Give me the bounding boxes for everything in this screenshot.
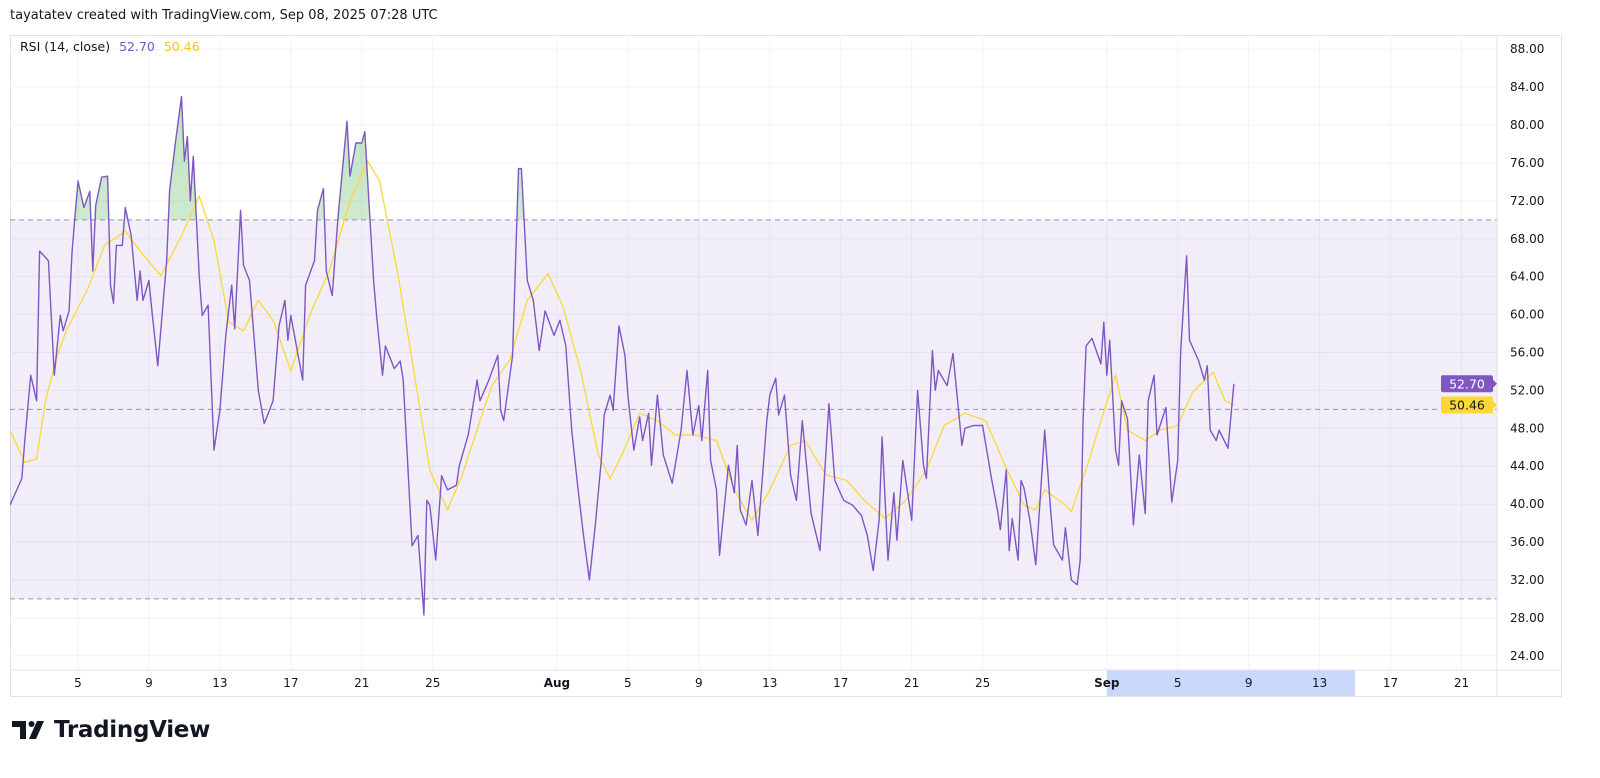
- x-tick-label: Aug: [544, 676, 570, 690]
- ma-legend-value: 50.46: [163, 39, 200, 54]
- y-tick-label: 60.00: [1510, 308, 1544, 322]
- indicator-title[interactable]: RSI (14, close): [20, 39, 111, 54]
- ma-last-value-badge: [1441, 396, 1493, 414]
- x-tick-label: 9: [695, 676, 703, 690]
- y-tick-label: 48.00: [1510, 421, 1544, 435]
- y-tick-label: 84.00: [1510, 80, 1544, 94]
- y-tick-label: 80.00: [1510, 118, 1544, 132]
- y-tick-label: 68.00: [1510, 232, 1544, 246]
- rsi-last-value-label: 52.70: [1449, 376, 1485, 391]
- x-tick-label: 21: [1454, 676, 1469, 690]
- tradingview-logo[interactable]: TradingView: [12, 717, 210, 743]
- x-tick-label: 13: [1312, 676, 1327, 690]
- y-tick-label: 76.00: [1510, 156, 1544, 170]
- x-tick-label: 17: [1383, 676, 1398, 690]
- x-tick-label: 17: [833, 676, 848, 690]
- rsi-line[interactable]: [10, 95, 1235, 616]
- x-tick-label: 17: [283, 676, 298, 690]
- y-tick-label: 56.00: [1510, 346, 1544, 360]
- x-tick-label: Sep: [1094, 676, 1120, 690]
- x-tick-label: 9: [1245, 676, 1253, 690]
- time-axis-range-highlight[interactable]: [1106, 670, 1356, 696]
- attribution-text: tayatatev created with TradingView.com, …: [10, 8, 438, 23]
- x-tick-label: 5: [1174, 676, 1182, 690]
- y-tick-label: 32.00: [1510, 573, 1544, 587]
- x-tick-label: 21: [354, 676, 369, 690]
- x-tick-label: 25: [425, 676, 440, 690]
- rsi-legend-value: 52.70: [119, 39, 155, 54]
- x-tick-label: 13: [762, 676, 777, 690]
- y-tick-label: 64.00: [1510, 270, 1544, 284]
- indicator-legend[interactable]: RSI (14, close) 52.70 50.46: [20, 39, 205, 54]
- x-tick-label: 21: [904, 676, 919, 690]
- y-tick-label: 44.00: [1510, 459, 1544, 473]
- x-tick-label: 25: [975, 676, 990, 690]
- y-tick-label: 40.00: [1510, 497, 1544, 511]
- y-tick-label: 24.00: [1510, 649, 1544, 663]
- chart-frame: [10, 35, 1562, 697]
- rsi-last-value-pointer: [1493, 379, 1497, 388]
- rsi-last-value-badge: [1441, 375, 1493, 393]
- y-tick-label: 28.00: [1510, 611, 1544, 625]
- x-tick-label: 5: [624, 676, 632, 690]
- x-tick-label: 5: [74, 676, 82, 690]
- x-tick-label: 9: [145, 676, 153, 690]
- rsi-ma-line[interactable]: [10, 159, 1235, 522]
- ma-last-value-pointer: [1493, 401, 1497, 410]
- y-tick-label: 72.00: [1510, 194, 1544, 208]
- y-tick-label: 88.00: [1510, 42, 1544, 56]
- ma-last-value-label: 50.46: [1449, 398, 1485, 413]
- x-tick-label: 13: [212, 676, 227, 690]
- logo-text: TradingView: [54, 717, 211, 743]
- y-tick-label: 36.00: [1510, 535, 1544, 549]
- y-tick-label: 52.00: [1510, 383, 1544, 397]
- tradingview-logo-icon: [12, 721, 44, 739]
